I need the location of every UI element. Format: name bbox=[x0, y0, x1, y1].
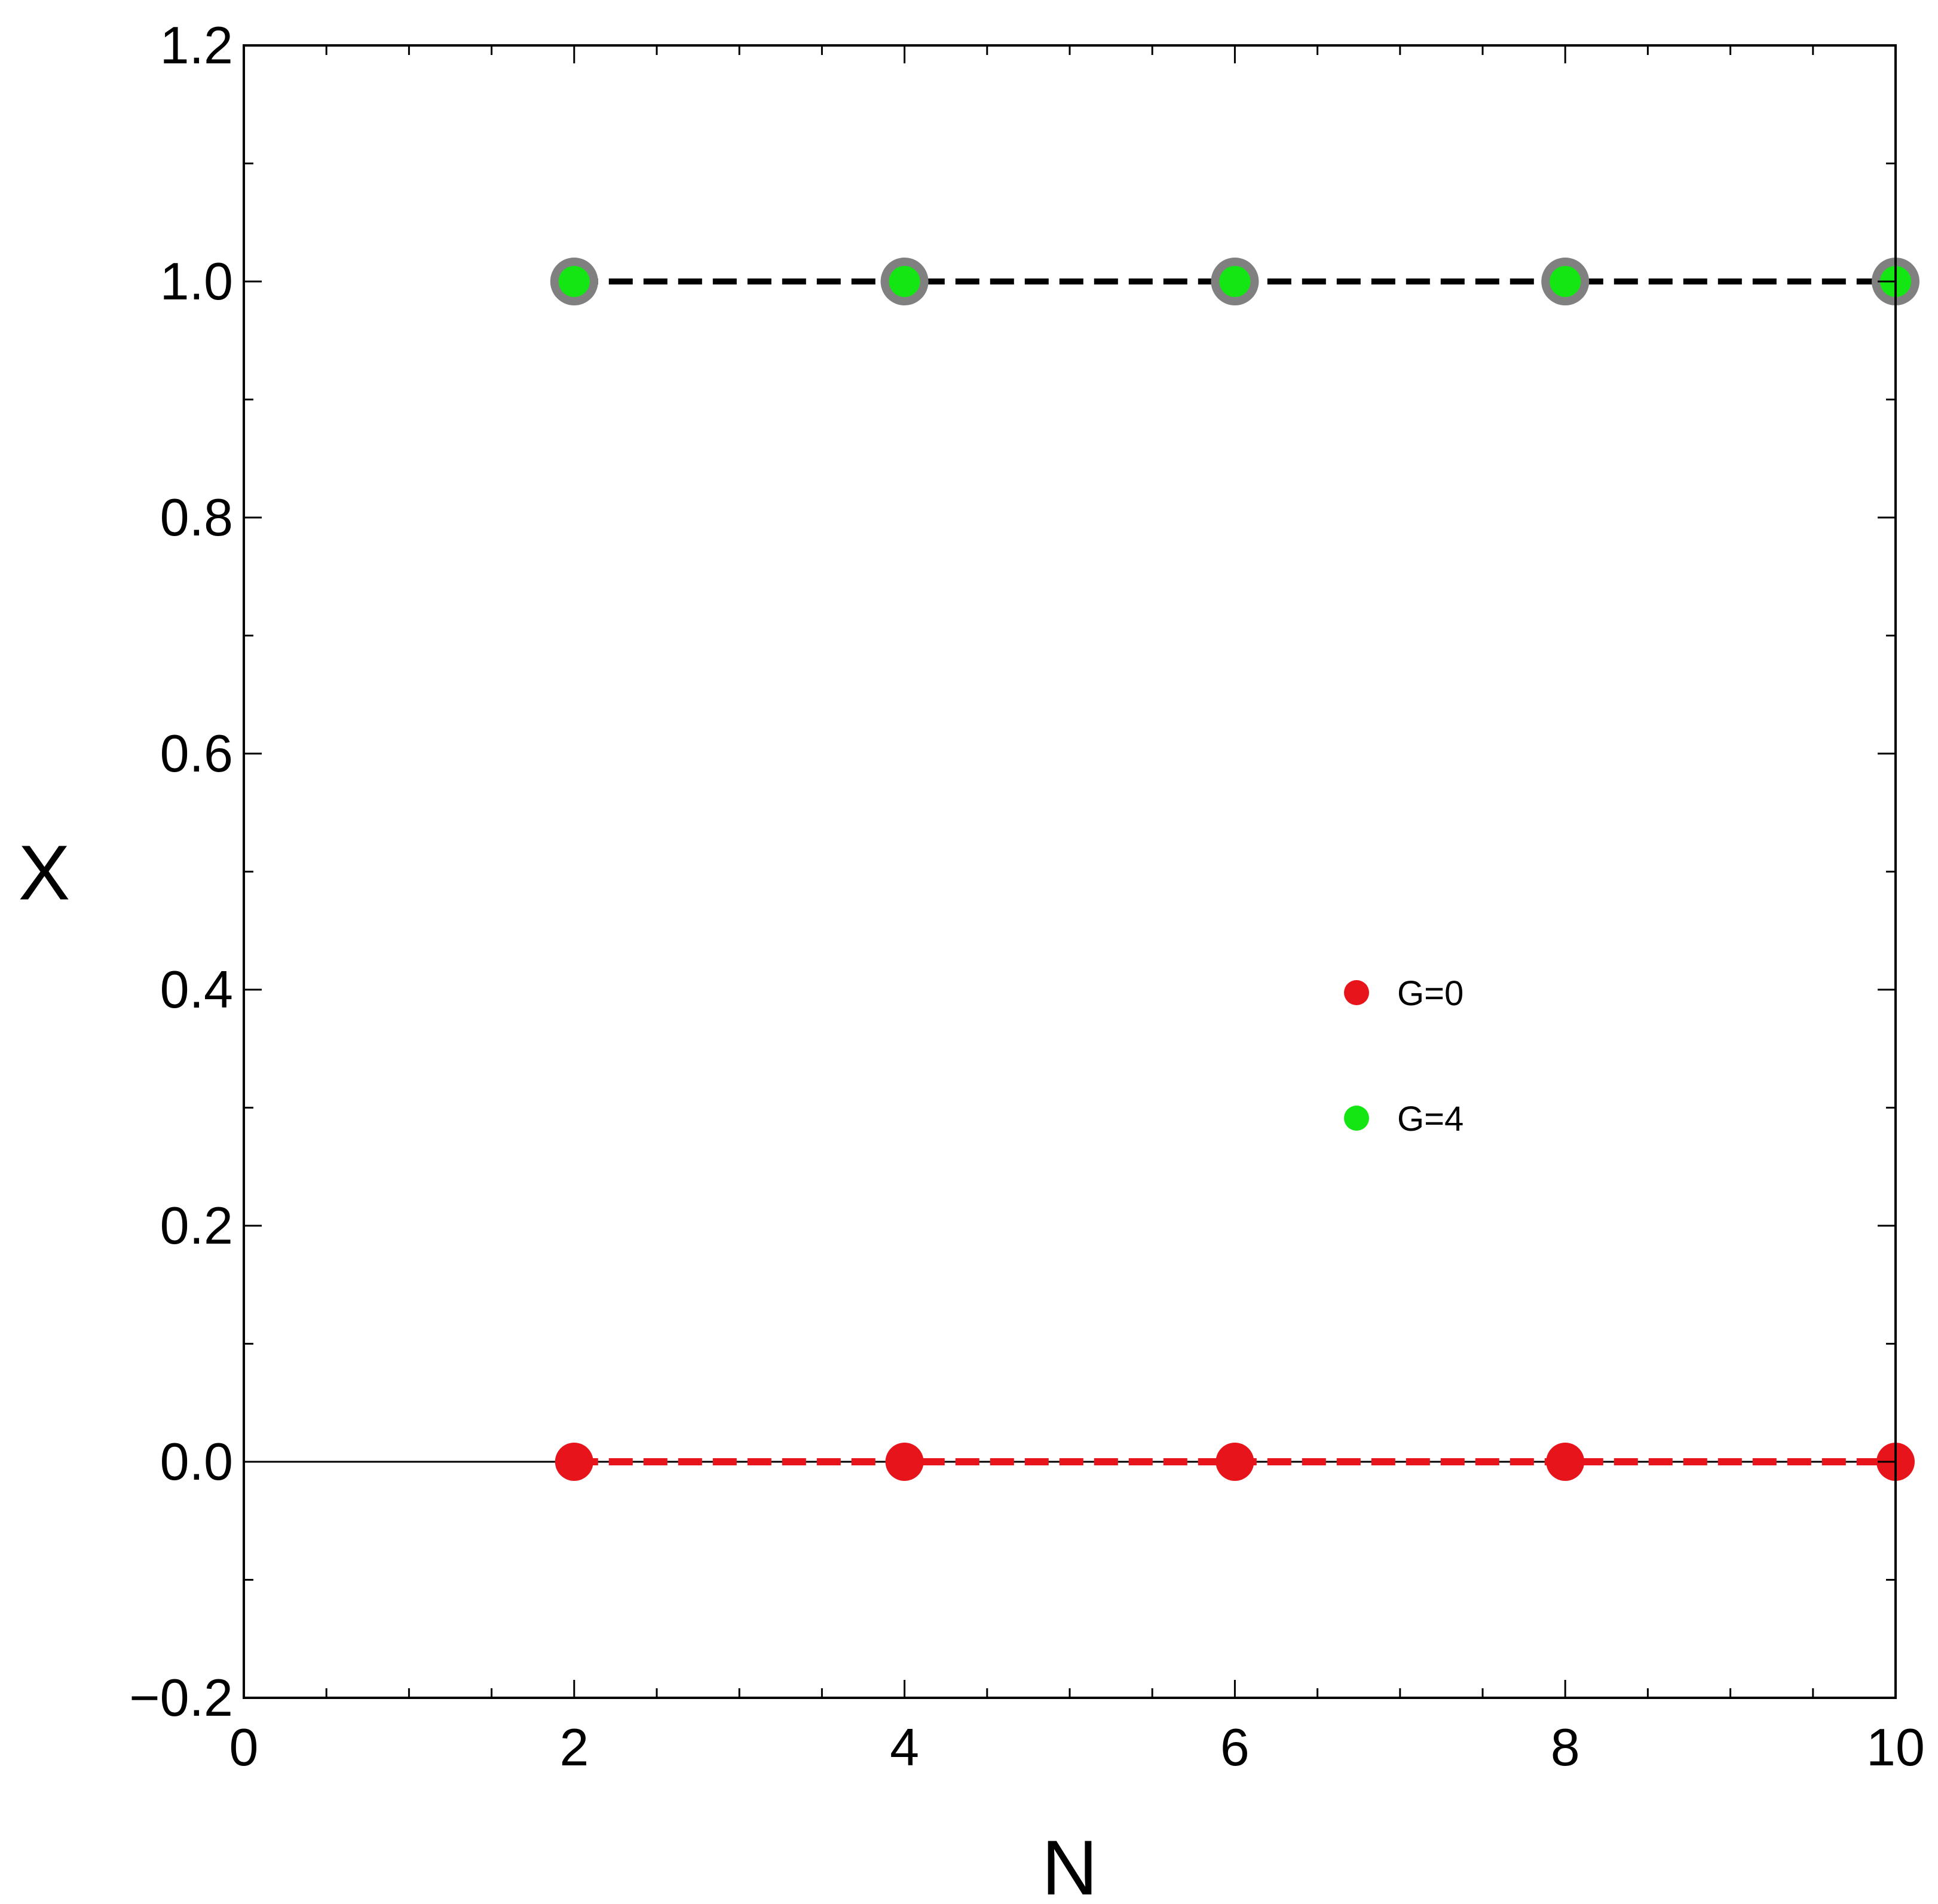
legend-label: G=4 bbox=[1397, 1100, 1464, 1138]
series-1-point bbox=[1216, 1443, 1254, 1481]
y-tick-label: 0.0 bbox=[160, 1432, 233, 1491]
series-2-point bbox=[550, 258, 598, 305]
y-tick-label: 0.6 bbox=[160, 724, 233, 783]
series-1-point bbox=[885, 1443, 924, 1481]
legend-label: G=0 bbox=[1397, 974, 1464, 1013]
x-tick-label: 8 bbox=[1551, 1718, 1580, 1777]
series-1-point bbox=[1546, 1443, 1585, 1481]
series-1-point bbox=[555, 1443, 593, 1481]
axis-ticks bbox=[243, 44, 1897, 1699]
plot-frame bbox=[243, 44, 1897, 1699]
plot-area bbox=[244, 258, 1919, 1481]
x-tick-label: 4 bbox=[890, 1718, 919, 1777]
x-axis-title: N bbox=[1042, 1824, 1098, 1904]
series-2-point bbox=[880, 258, 929, 305]
y-tick-labels: −0.2 0.0 0.2 0.4 0.6 0.8 1.0 1.2 bbox=[129, 16, 233, 1727]
legend-marker bbox=[1344, 1106, 1369, 1131]
y-tick-label: 1.2 bbox=[160, 16, 233, 75]
x-tick-label: 2 bbox=[559, 1718, 589, 1777]
y-tick-label: −0.2 bbox=[129, 1668, 233, 1727]
series-2-point bbox=[1211, 258, 1259, 305]
x-tick-label: 6 bbox=[1220, 1718, 1250, 1777]
legend-marker bbox=[1344, 980, 1369, 1005]
x-tick-label: 0 bbox=[229, 1718, 259, 1777]
y-tick-label: 0.8 bbox=[160, 488, 233, 547]
x-tick-label: 10 bbox=[1866, 1718, 1925, 1777]
x-tick-labels: 0 2 4 6 8 10 bbox=[229, 1718, 1925, 1777]
y-tick-label: 0.4 bbox=[160, 960, 233, 1019]
legend: G=0 G=4 bbox=[1344, 974, 1464, 1138]
y-tick-label: 1.0 bbox=[160, 252, 233, 311]
series-2-point bbox=[1541, 258, 1590, 305]
y-axis-title: X bbox=[19, 829, 71, 916]
y-tick-label: 0.2 bbox=[160, 1196, 233, 1255]
